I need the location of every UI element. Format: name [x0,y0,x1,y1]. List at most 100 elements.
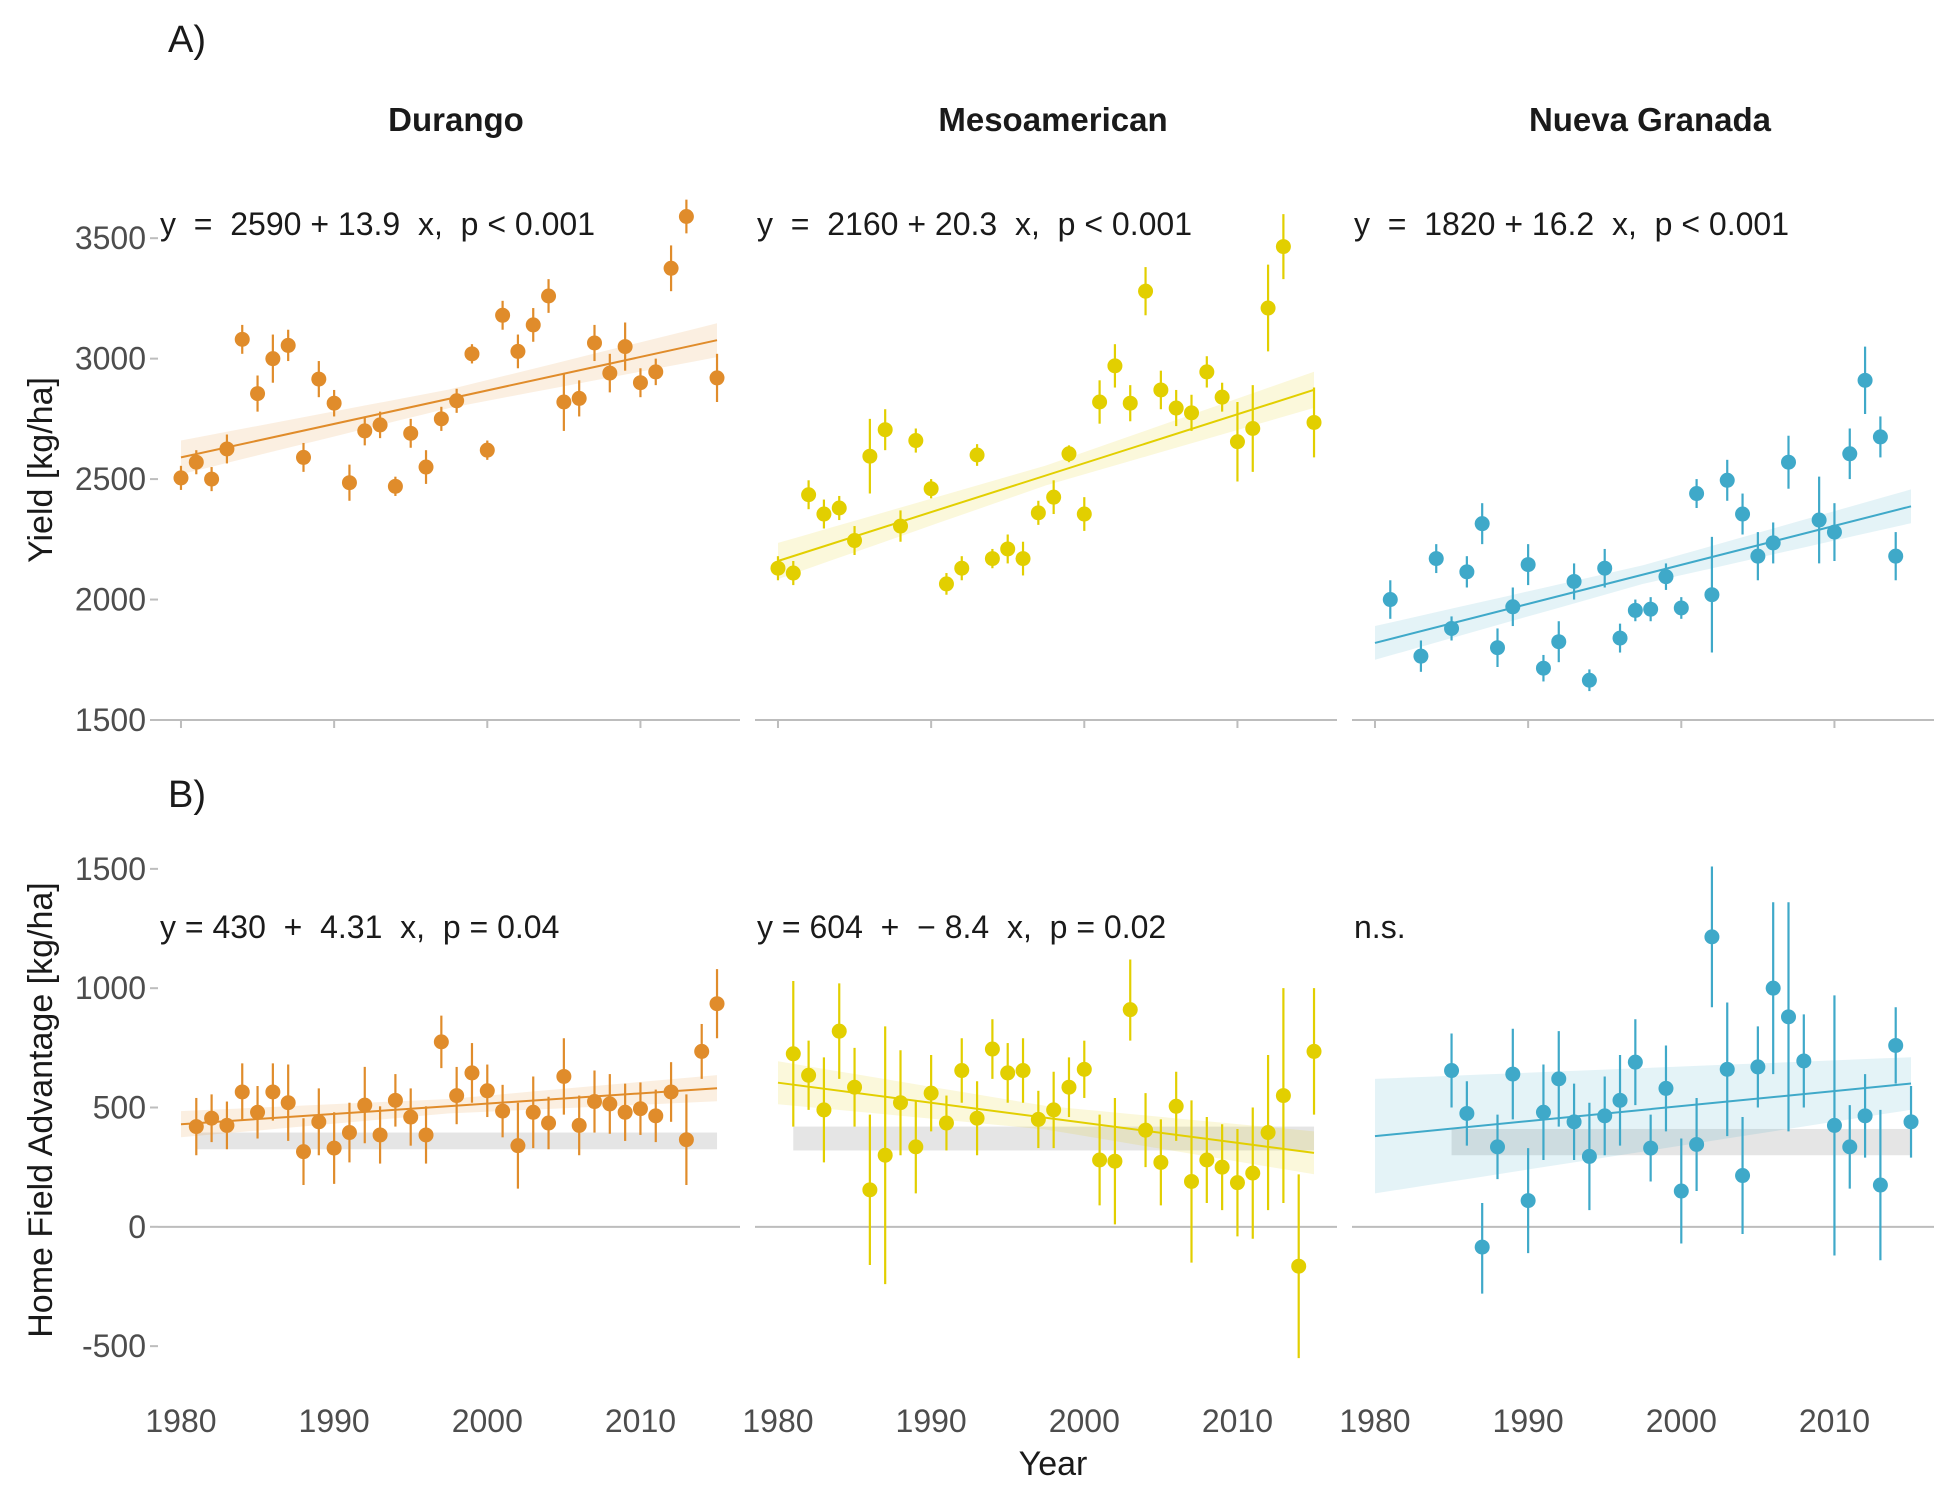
data-point [908,433,924,449]
x-tick-label: 1990 [1493,1403,1564,1439]
data-point [1428,551,1444,567]
data-point [938,1115,954,1131]
data-point [1444,1063,1460,1079]
data-point [785,1046,801,1062]
x-tick-label: 2000 [1646,1403,1717,1439]
regression-equation: y = 604 + − 8.4 x, p = 0.02 [757,909,1166,945]
x-tick-label: 2000 [452,1403,523,1439]
data-point [1643,601,1659,617]
regression-line [777,1081,1315,1154]
data-point [954,1063,970,1079]
data-point [1842,1139,1858,1155]
panel-a-label: A) [168,19,206,61]
y-axis-title-home-field: Home Field Advantage [kg/ha] [22,882,60,1338]
chart-marks: 1500 2000 2500 3000 3500 y = 2590 + 13.9 x, p… [75,199,1934,1439]
data-point [847,533,863,549]
data-point [954,560,970,576]
data-point [1138,283,1154,299]
data-point [1719,1061,1735,1077]
data-point [1765,980,1781,996]
data-point [877,1147,893,1163]
data-point [1153,382,1169,398]
data-point [1184,405,1199,421]
data-point [1459,1105,1475,1121]
panel-b-mesoamerican: 1980 1990 2000 2010 y = 604 + − 8.4 x, p = 0… [742,909,1337,1439]
data-point [265,351,281,367]
data-point [250,386,266,402]
data-point [1612,630,1628,646]
data-point [1382,592,1398,608]
data-point [1092,394,1108,410]
data-point [449,393,465,409]
data-point [694,1043,710,1059]
data-point [1030,505,1046,521]
data-point [1245,421,1261,436]
data-point [1260,1125,1276,1141]
data-point [1689,486,1705,502]
panel-b-nueva-granada: 1980 1990 2000 2010 n.s. [1339,866,1934,1439]
regression-line [777,388,1315,562]
x-tick-label: 1980 [145,1403,216,1439]
data-point [1184,1173,1199,1189]
data-point [265,1084,281,1100]
y-tick-label: 0 [128,1209,146,1245]
data-point [648,364,664,380]
data-point [587,335,602,351]
data-point [326,395,342,411]
data-point [1627,1054,1643,1070]
data-point [1229,1175,1245,1191]
data-point [831,1023,847,1039]
data-point [1444,620,1460,636]
data-point [495,307,511,323]
confidence-ribbon [1375,1057,1911,1194]
data-point [510,343,526,359]
facet-title-mesoamerican: Mesoamerican [938,101,1167,138]
data-point [341,475,357,491]
data-point [1857,372,1873,388]
x-tick-label: 2000 [1049,1403,1120,1439]
data-point [923,481,939,497]
data-point [1199,364,1215,380]
data-point [893,518,908,534]
data-point [495,1103,511,1119]
x-axis-title: Year [1019,1445,1088,1483]
y-tick-label: 3000 [75,341,146,377]
data-point [1704,587,1720,603]
data-point [1903,1114,1919,1130]
data-point [296,1144,311,1160]
data-point [1046,1102,1062,1118]
regression-equation: y = 2160 + 20.3 x, p < 0.001 [757,206,1192,242]
x-tick-label: 1990 [299,1403,370,1439]
data-point [770,560,786,576]
data-point [311,371,327,387]
data-point [1076,1061,1092,1077]
data-point [418,459,434,475]
data-point [617,339,633,355]
data-point [984,551,1000,567]
data-point [1061,1079,1077,1095]
regression-line [1374,1082,1912,1138]
data-point [372,1127,388,1143]
data-point [464,1065,480,1081]
data-point [204,1110,220,1126]
panel-a-nueva-granada: y = 1820 + 16.2 x, p < 0.001 [1352,206,1934,728]
data-point [449,1088,465,1104]
y-tick-label: 1000 [75,970,146,1006]
data-point [785,565,801,581]
data-point [801,487,817,503]
data-point [433,411,449,427]
data-point [1061,446,1077,462]
x-tick-label: 2010 [1799,1403,1870,1439]
data-point [1520,557,1536,573]
facet-title-durango: Durango [388,101,524,138]
x-tick-label: 1980 [742,1403,813,1439]
data-point [387,1092,403,1108]
data-point [234,1084,250,1100]
data-point [571,390,587,406]
data-point [1689,1136,1705,1152]
data-point [403,1109,419,1125]
data-point [1306,1043,1322,1059]
data-point [1275,239,1291,255]
data-point [862,448,878,464]
data-point [1229,434,1245,450]
